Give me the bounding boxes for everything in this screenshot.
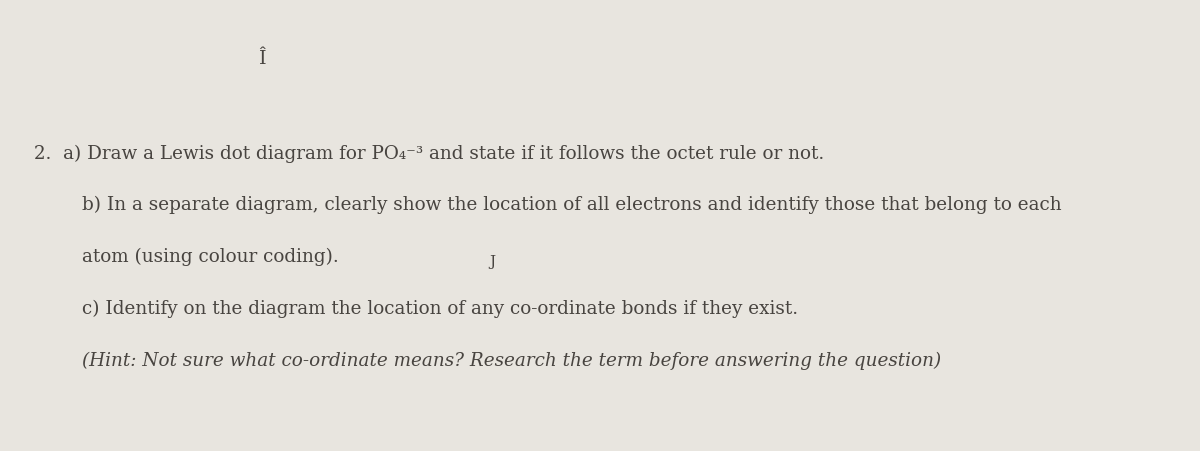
Text: J: J — [490, 255, 496, 269]
Text: b) In a separate diagram, clearly show the location of all electrons and identif: b) In a separate diagram, clearly show t… — [82, 196, 1061, 214]
Text: Î: Î — [258, 50, 265, 68]
Text: (Hint: Not sure what co-ordinate means? Research the term before answering the q: (Hint: Not sure what co-ordinate means? … — [82, 352, 941, 370]
Text: c) Identify on the diagram the location of any co-ordinate bonds if they exist.: c) Identify on the diagram the location … — [82, 300, 798, 318]
Text: 2.  a) Draw a Lewis dot diagram for PO₄⁻³ and state if it follows the octet rule: 2. a) Draw a Lewis dot diagram for PO₄⁻³… — [34, 144, 824, 162]
Text: atom (using colour coding).: atom (using colour coding). — [82, 248, 338, 266]
